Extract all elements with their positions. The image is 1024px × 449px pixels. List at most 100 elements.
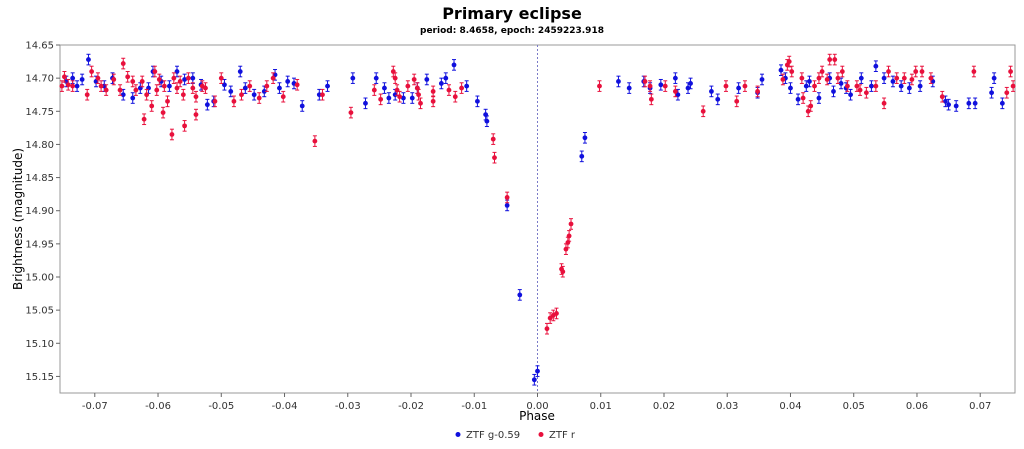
data-points (59, 53, 1016, 386)
data-point (74, 80, 80, 92)
point-marker (251, 92, 257, 98)
data-point (443, 72, 449, 84)
data-point (626, 82, 632, 94)
point-marker (418, 100, 423, 106)
point-marker (886, 69, 891, 74)
point-marker (906, 85, 912, 91)
point-marker (111, 77, 117, 82)
data-point (464, 80, 470, 92)
point-marker (913, 69, 919, 74)
data-point (755, 85, 760, 98)
data-point (418, 97, 423, 110)
point-marker (709, 89, 714, 94)
data-point (685, 82, 691, 94)
point-marker (193, 112, 199, 117)
data-point (795, 93, 801, 106)
data-point (312, 135, 318, 147)
point-marker (672, 75, 678, 81)
point-marker (723, 83, 729, 89)
point-marker (261, 89, 267, 94)
x-axis-label: Phase (519, 409, 555, 423)
data-point (475, 95, 480, 108)
data-point (800, 92, 806, 104)
data-point (647, 80, 653, 92)
data-point (966, 97, 972, 110)
point-marker (648, 96, 654, 102)
point-marker (152, 69, 158, 74)
data-point (350, 72, 356, 84)
point-marker (193, 94, 199, 100)
legend-label: ZTF g-0.59 (466, 430, 520, 441)
point-marker (59, 83, 65, 89)
point-marker (120, 61, 126, 66)
data-point (799, 72, 805, 84)
point-marker (971, 69, 977, 74)
point-marker (919, 69, 925, 74)
point-marker (789, 69, 795, 74)
point-marker (397, 94, 403, 100)
data-point (917, 80, 923, 92)
data-point (231, 95, 237, 108)
point-marker (989, 90, 994, 96)
data-point (845, 80, 850, 92)
data-point (212, 95, 218, 108)
data-point (547, 312, 553, 324)
x-tick-label: -0.03 (335, 401, 361, 412)
point-marker (881, 75, 887, 81)
point-marker (247, 83, 253, 89)
point-marker (1008, 69, 1013, 74)
data-point (919, 65, 925, 78)
point-marker (688, 81, 693, 86)
data-point (808, 100, 814, 112)
data-point (451, 59, 457, 71)
data-point (409, 92, 415, 104)
data-point (803, 80, 809, 92)
data-point (239, 88, 244, 101)
point-marker (554, 311, 559, 316)
point-marker (848, 92, 853, 98)
point-marker (909, 77, 915, 82)
data-point (531, 373, 537, 386)
data-point (180, 88, 186, 101)
point-marker (839, 69, 845, 74)
point-marker (662, 83, 668, 89)
point-marker (133, 87, 139, 93)
x-tick-label: 0.07 (969, 401, 991, 412)
point-marker (451, 62, 457, 68)
data-point (873, 80, 879, 92)
data-point (484, 115, 490, 128)
data-point (161, 80, 167, 92)
point-marker (812, 83, 817, 89)
data-point (397, 90, 403, 103)
data-point (672, 85, 678, 98)
data-point (972, 97, 978, 110)
data-point (672, 72, 678, 84)
data-point (182, 73, 187, 86)
data-point (675, 88, 681, 101)
point-marker (89, 69, 95, 74)
point-marker (405, 83, 411, 89)
point-marker (430, 89, 436, 94)
point-marker (999, 100, 1005, 106)
data-point (616, 75, 621, 88)
data-point (261, 85, 267, 98)
data-point (190, 82, 196, 94)
x-tick-label: 0.00 (526, 401, 548, 412)
x-tick-label: 0.02 (653, 401, 675, 412)
point-marker (857, 87, 863, 93)
data-point (517, 289, 523, 301)
point-marker (873, 83, 879, 89)
point-marker (824, 77, 830, 82)
data-point (130, 92, 136, 104)
data-point (386, 92, 392, 104)
point-marker (943, 98, 948, 104)
data-point (401, 92, 406, 104)
point-marker (231, 98, 237, 104)
data-point (835, 72, 841, 84)
point-marker (917, 83, 923, 89)
data-point (807, 75, 812, 88)
data-point (886, 65, 891, 78)
point-marker (373, 75, 379, 81)
point-marker (799, 75, 805, 81)
point-marker (547, 315, 553, 321)
